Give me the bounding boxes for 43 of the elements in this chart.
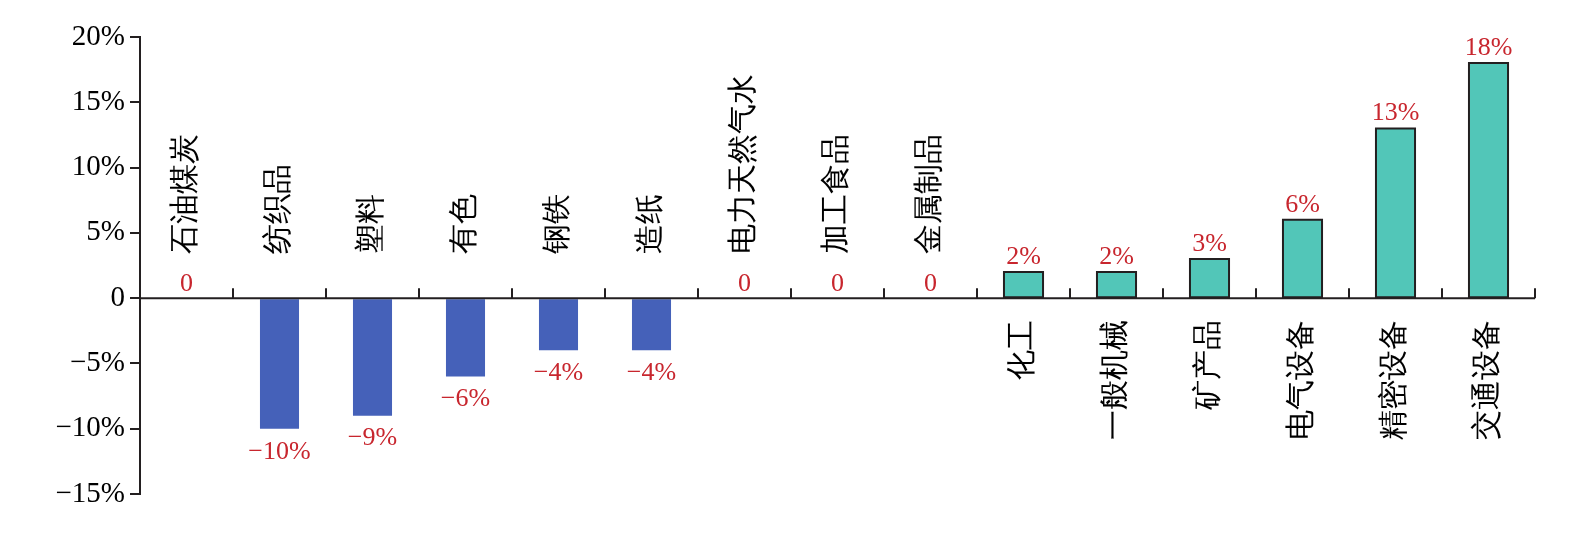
bar	[631, 299, 672, 351]
data-label: 0	[180, 268, 193, 298]
x-tick-label: 金属制品	[911, 134, 945, 255]
data-label: −10%	[248, 435, 311, 465]
x-tick-label: 交通设备	[1469, 320, 1503, 441]
y-tick-label: 5%	[86, 214, 125, 247]
x-tick-label: 钢铁	[539, 194, 573, 256]
data-label: −6%	[440, 383, 491, 413]
y-tick-label: 15%	[71, 83, 125, 116]
x-tick-label: 加工食品	[818, 134, 852, 255]
x-tick-label: 一般机械	[1097, 320, 1131, 441]
data-label: 0	[738, 268, 751, 298]
x-tick-label: 石油煤炭	[167, 134, 201, 255]
y-tick-label: −15%	[55, 475, 125, 508]
y-tick-label: 0	[110, 279, 125, 312]
data-label: 6%	[1285, 188, 1320, 218]
bar	[538, 299, 579, 351]
data-label: −4%	[533, 357, 584, 387]
x-tick-label: 电气设备	[1283, 320, 1317, 441]
data-label: 0	[924, 268, 937, 298]
data-label: 2%	[1006, 241, 1041, 271]
x-tick-label: 电力天然气水	[725, 74, 759, 255]
x-tick-label: 精密设备	[1376, 320, 1410, 441]
y-tick-label: 10%	[71, 149, 125, 182]
x-tick-label: 矿产品	[1190, 320, 1224, 412]
data-label: 3%	[1192, 227, 1227, 257]
y-tick-label: −5%	[69, 345, 125, 378]
x-tick-label: 有色	[446, 194, 480, 255]
data-label: 18%	[1464, 32, 1513, 62]
data-label: 0	[831, 268, 844, 298]
x-tick-label: 纺织品	[260, 164, 294, 255]
data-label: 2%	[1099, 241, 1134, 271]
bar	[352, 299, 393, 416]
bar	[445, 299, 486, 377]
x-tick-label: 塑料	[353, 194, 387, 255]
data-label: −9%	[347, 422, 398, 452]
y-tick-label: 20%	[71, 18, 125, 51]
bar	[259, 299, 300, 429]
data-label: 13%	[1371, 97, 1420, 127]
y-tick-label: −10%	[55, 410, 125, 443]
data-label: −4%	[626, 357, 677, 387]
x-tick-label: 化工	[1004, 320, 1038, 381]
x-tick-label: 造纸	[632, 194, 666, 255]
